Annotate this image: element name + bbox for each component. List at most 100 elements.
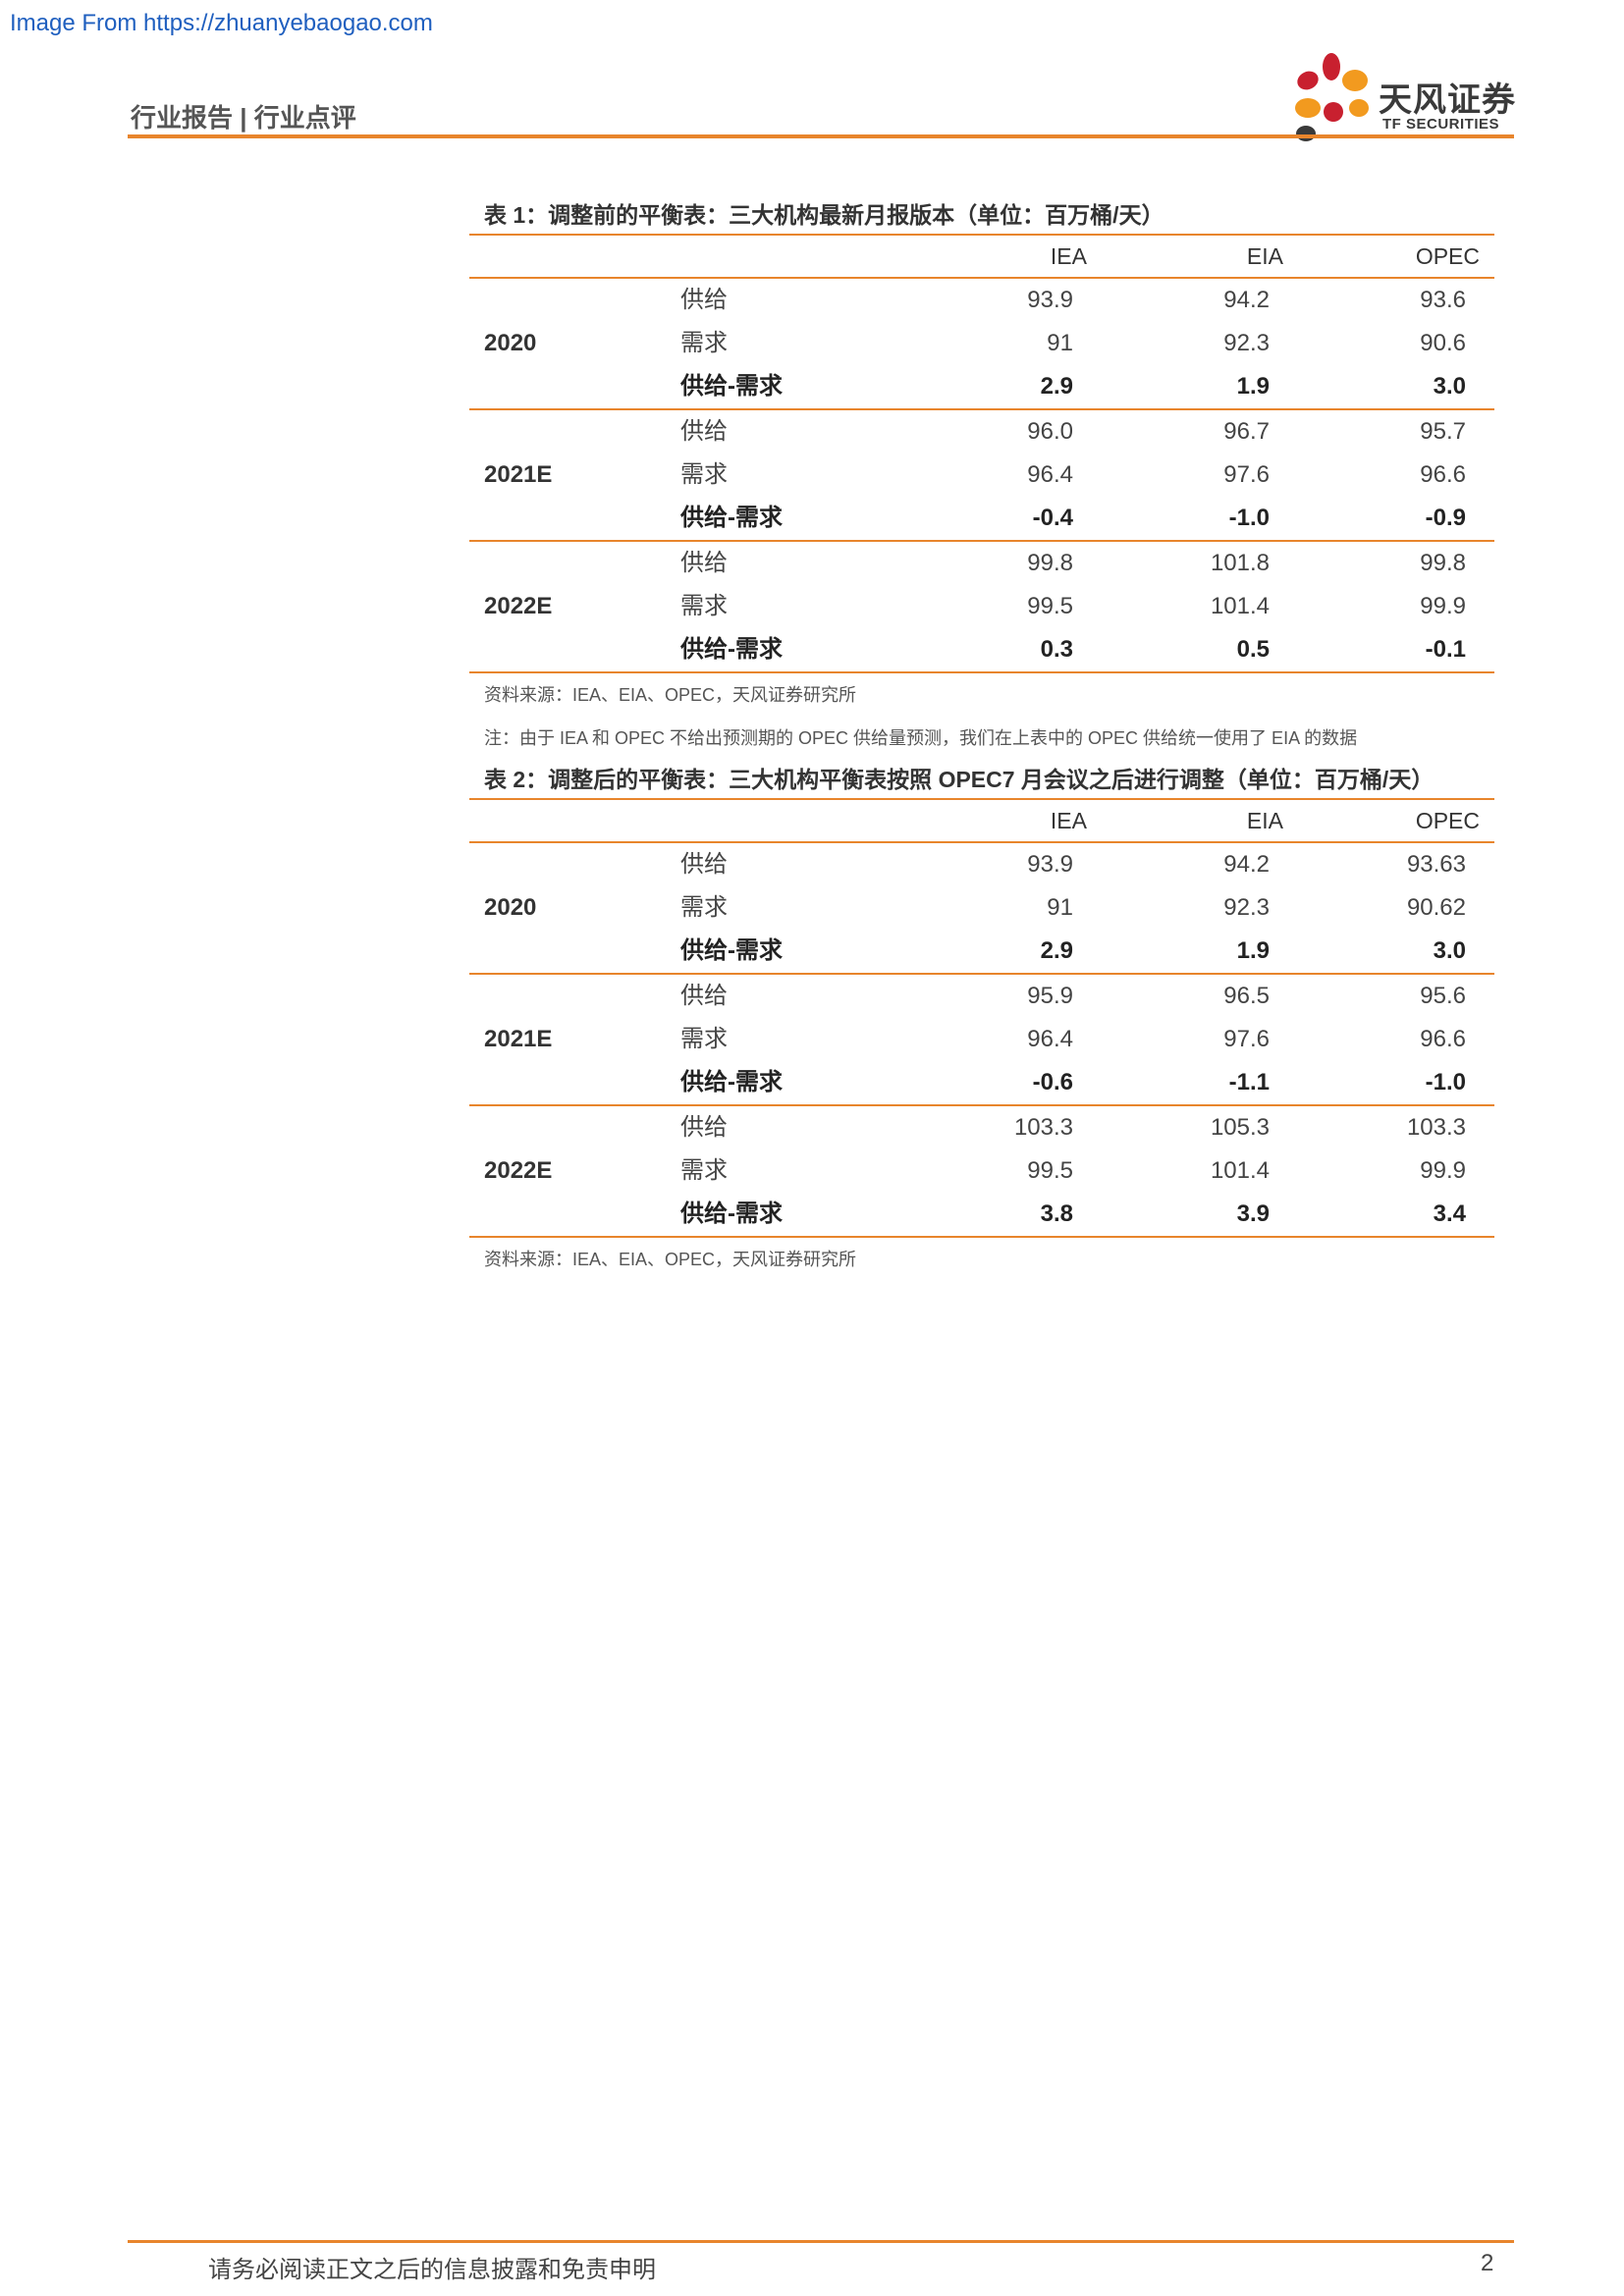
cell-eia: 94.2 xyxy=(1223,287,1270,313)
row-label: 供给 xyxy=(680,851,728,878)
table-2-source: 资料来源：IEA、EIA、OPEC，天风证券研究所 xyxy=(484,1250,857,1269)
table-row: 需求 91 92.3 90.6 xyxy=(469,322,1494,365)
cell-opec: 95.6 xyxy=(1420,983,1466,1009)
table-1-group-2020: 2020 供给 93.9 94.2 93.6 需求 91 92.3 90.6 供… xyxy=(469,279,1494,410)
cell-opec: 3.4 xyxy=(1433,1201,1466,1227)
cell-opec: 93.63 xyxy=(1406,851,1466,878)
table-1-note: 注：由于 IEA 和 OPEC 不给出预测期的 OPEC 供给量预测，我们在上表… xyxy=(484,728,1358,748)
page-number: 2 xyxy=(1481,2250,1494,2276)
row-label: 需求 xyxy=(680,894,728,921)
table-row: 供给 93.9 94.2 93.63 xyxy=(469,843,1494,886)
column-header-opec: OPEC xyxy=(1415,808,1480,833)
year-label: 2020 xyxy=(484,330,537,356)
table-2-title-rule xyxy=(469,798,1494,800)
cell-iea: 99.5 xyxy=(1027,593,1073,619)
row-label: 供给-需求 xyxy=(680,636,783,663)
table-1-header-row: IEA EIA OPEC xyxy=(469,236,1494,279)
table-row: 供给 96.0 96.7 95.7 xyxy=(469,410,1494,454)
cell-iea: 93.9 xyxy=(1027,287,1073,313)
cell-opec: -0.1 xyxy=(1425,636,1466,663)
cell-eia: 0.5 xyxy=(1236,636,1270,663)
row-label: 供给 xyxy=(680,1114,728,1141)
footer-disclaimer: 请务必阅读正文之后的信息披露和免责申明 xyxy=(208,2257,656,2283)
cell-iea: 96.4 xyxy=(1027,1026,1073,1052)
table-row: 需求 96.4 97.6 96.6 xyxy=(469,454,1494,497)
cell-iea: 2.9 xyxy=(1040,937,1073,964)
cell-opec: 99.9 xyxy=(1420,593,1466,619)
cell-iea: 91 xyxy=(1047,330,1073,356)
cell-iea: 96.0 xyxy=(1027,418,1073,445)
table-1-title: 表 1：调整前的平衡表：三大机构最新月报版本（单位：百万桶/天） xyxy=(484,202,1164,228)
row-label: 需求 xyxy=(680,1157,728,1184)
row-label: 供给 xyxy=(680,550,728,576)
cell-eia: 92.3 xyxy=(1223,330,1270,356)
table-row: 供给-需求 3.8 3.9 3.4 xyxy=(469,1193,1494,1236)
column-header-eia: EIA xyxy=(1246,808,1283,833)
table-row: 需求 96.4 97.6 96.6 xyxy=(469,1018,1494,1061)
table-row: 需求 91 92.3 90.62 xyxy=(469,886,1494,930)
cell-opec: 93.6 xyxy=(1420,287,1466,313)
table-2: 表 2：调整后的平衡表：三大机构平衡表按照 OPEC7 月会议之后进行调整（单位… xyxy=(469,761,1494,1281)
table-2-title: 表 2：调整后的平衡表：三大机构平衡表按照 OPEC7 月会议之后进行调整（单位… xyxy=(484,767,1435,792)
cell-iea: 95.9 xyxy=(1027,983,1073,1009)
flower-logo-icon xyxy=(1295,53,1369,141)
footer-divider xyxy=(128,2240,1514,2243)
watermark-link[interactable]: Image From https://zhuanyebaogao.com xyxy=(10,10,433,36)
row-label: 供给-需求 xyxy=(680,937,783,964)
cell-eia: 101.4 xyxy=(1210,1157,1270,1184)
table-row: 供给 93.9 94.2 93.6 xyxy=(469,279,1494,322)
table-row: 供给-需求 -0.6 -1.1 -1.0 xyxy=(469,1061,1494,1104)
cell-iea: 3.8 xyxy=(1040,1201,1073,1227)
table-row: 需求 99.5 101.4 99.9 xyxy=(469,585,1494,628)
table-row: 供给-需求 -0.4 -1.0 -0.9 xyxy=(469,497,1494,540)
year-label: 2021E xyxy=(484,461,553,488)
year-label: 2020 xyxy=(484,894,537,921)
cell-eia: -1.1 xyxy=(1228,1069,1270,1095)
cell-opec: -1.0 xyxy=(1425,1069,1466,1095)
year-label: 2022E xyxy=(484,1157,553,1184)
cell-opec: 3.0 xyxy=(1433,373,1466,400)
cell-iea: 99.8 xyxy=(1027,550,1073,576)
cell-iea: 2.9 xyxy=(1040,373,1073,400)
row-label: 供给 xyxy=(680,983,728,1009)
column-header-opec: OPEC xyxy=(1415,243,1480,269)
table-2-group-2021e: 2021E 供给 95.9 96.5 95.6 需求 96.4 97.6 96.… xyxy=(469,975,1494,1106)
cell-opec: 90.6 xyxy=(1420,330,1466,356)
cell-eia: 94.2 xyxy=(1223,851,1270,878)
row-label: 需求 xyxy=(680,330,728,356)
cell-iea: -0.6 xyxy=(1032,1069,1073,1095)
table-1-group-2021e: 2021E 供给 96.0 96.7 95.7 需求 96.4 97.6 96.… xyxy=(469,410,1494,542)
cell-iea: 0.3 xyxy=(1040,636,1073,663)
column-header-iea: IEA xyxy=(1050,243,1087,269)
table-1-group-2022e: 2022E 供给 99.8 101.8 99.8 需求 99.5 101.4 9… xyxy=(469,542,1494,673)
cell-eia: 92.3 xyxy=(1223,894,1270,921)
cell-iea: 93.9 xyxy=(1027,851,1073,878)
table-2-header-row: IEA EIA OPEC xyxy=(469,800,1494,843)
table-row: 供给-需求 0.3 0.5 -0.1 xyxy=(469,628,1494,671)
cell-opec: 96.6 xyxy=(1420,461,1466,488)
column-header-iea: IEA xyxy=(1050,808,1087,833)
cell-opec: 99.8 xyxy=(1420,550,1466,576)
cell-eia: 105.3 xyxy=(1210,1114,1270,1141)
row-label: 供给-需求 xyxy=(680,373,783,400)
table-1-title-rule xyxy=(469,234,1494,236)
table-2-group-2020: 2020 供给 93.9 94.2 93.63 需求 91 92.3 90.62… xyxy=(469,843,1494,975)
cell-eia: 1.9 xyxy=(1236,373,1270,400)
cell-iea: -0.4 xyxy=(1032,505,1073,531)
cell-opec: 99.9 xyxy=(1420,1157,1466,1184)
row-label: 供给-需求 xyxy=(680,505,783,531)
table-row: 供给-需求 2.9 1.9 3.0 xyxy=(469,365,1494,408)
table-2-group-2022e: 2022E 供给 103.3 105.3 103.3 需求 99.5 101.4… xyxy=(469,1106,1494,1238)
cell-iea: 103.3 xyxy=(1013,1114,1073,1141)
year-label: 2022E xyxy=(484,593,553,619)
cell-iea: 99.5 xyxy=(1027,1157,1073,1184)
row-label: 供给-需求 xyxy=(680,1069,783,1095)
table-row: 供给 103.3 105.3 103.3 xyxy=(469,1106,1494,1149)
table-row: 需求 99.5 101.4 99.9 xyxy=(469,1149,1494,1193)
report-header-title: 行业报告 | 行业点评 xyxy=(131,103,356,133)
table-1-source: 资料来源：IEA、EIA、OPEC，天风证券研究所 xyxy=(484,685,857,705)
logo-chinese-name: 天风证券 xyxy=(1379,81,1516,119)
cell-eia: 1.9 xyxy=(1236,937,1270,964)
row-label: 需求 xyxy=(680,461,728,488)
row-label: 供给 xyxy=(680,418,728,445)
